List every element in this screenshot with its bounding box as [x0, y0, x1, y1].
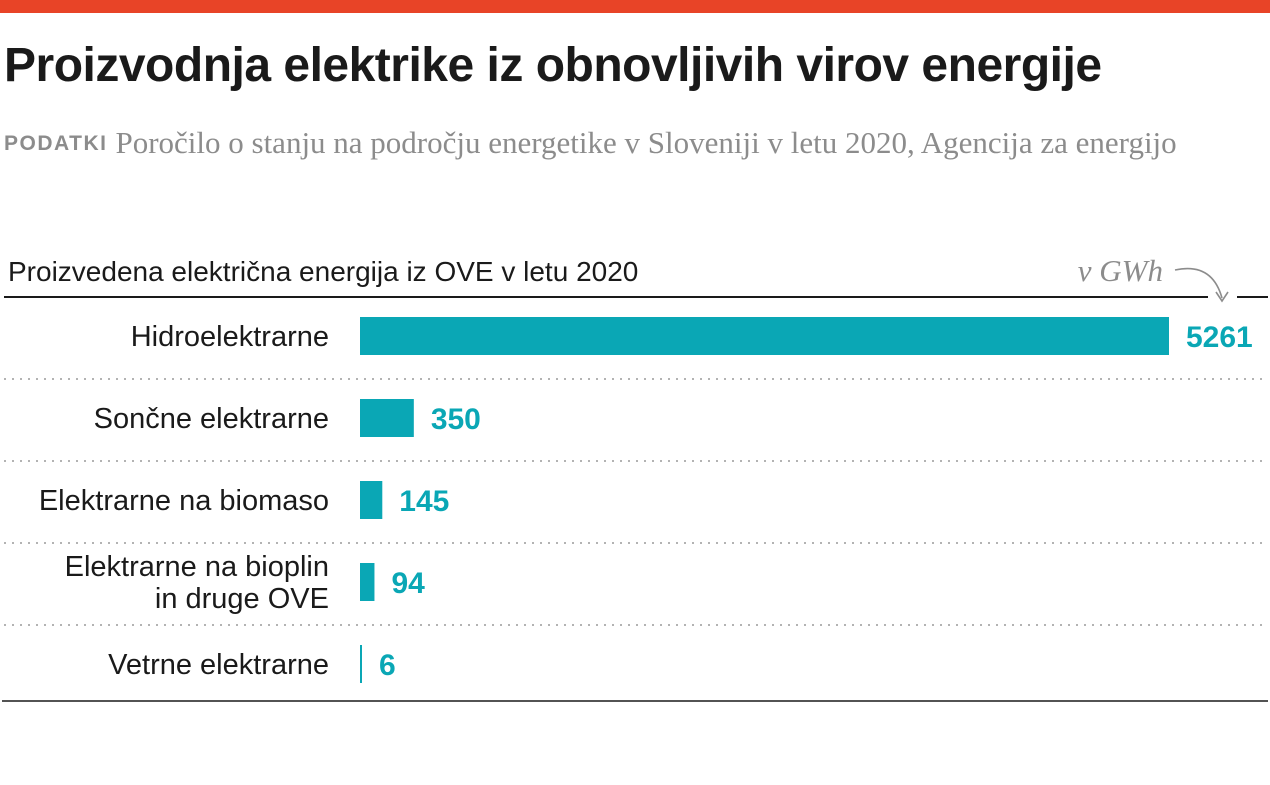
bar: [360, 563, 375, 601]
page-title: Proizvodnja elektrike iz obnovljivih vir…: [4, 39, 1102, 92]
category-label: Elektrarne na biomaso: [39, 485, 329, 517]
bar: [360, 645, 362, 683]
bar: [360, 317, 1169, 355]
unit-arrow-head-icon: [1215, 291, 1229, 303]
value-label: 94: [391, 567, 425, 600]
source-note: PODATKI Poročilo o stanju na področju ene…: [4, 122, 1224, 165]
source-label: PODATKI: [4, 132, 108, 155]
category-label: Sončne elektrarne: [94, 403, 329, 435]
top-accent-bar: [0, 0, 1270, 13]
unit-label: v GWh: [1078, 253, 1163, 288]
value-label: 350: [431, 403, 481, 436]
bar: [360, 399, 414, 437]
category-label: Elektrarne na bioplin: [65, 551, 329, 583]
unit-arrow-icon: [1174, 267, 1223, 299]
value-label: 145: [399, 485, 449, 518]
category-label: in druge OVE: [155, 583, 329, 615]
chart-rows: 5261 Hidroelektrarne 350 Sončne elektrarne 1…: [4, 317, 1262, 683]
category-label: Vetrne elektrarne: [108, 649, 329, 681]
value-label: 5261: [1186, 321, 1253, 354]
category-label: Hidroelektrarne: [131, 321, 329, 353]
chart-subtitle: Proizvedena električna energija iz OVE v…: [8, 256, 638, 287]
bar: [360, 481, 383, 519]
source-text: Poročilo o stanju na področju energetike…: [115, 125, 1177, 160]
value-label: 6: [379, 649, 396, 682]
